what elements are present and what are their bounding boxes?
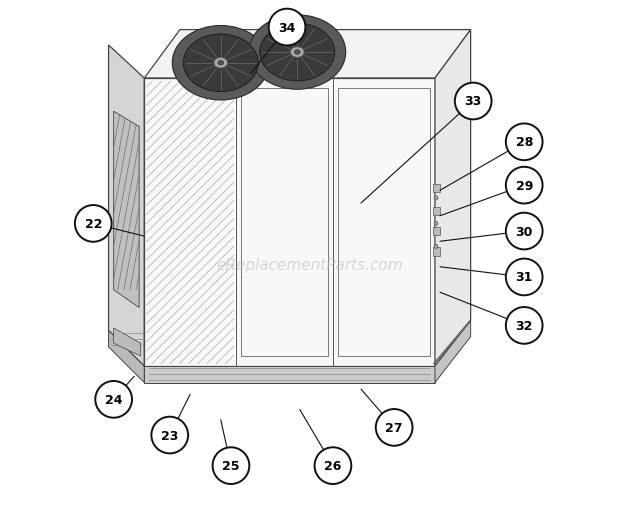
- Text: 29: 29: [515, 179, 533, 192]
- Text: 32: 32: [515, 319, 533, 332]
- Polygon shape: [144, 366, 435, 383]
- Circle shape: [434, 222, 438, 226]
- Bar: [433, 228, 440, 236]
- Text: 31: 31: [515, 271, 533, 284]
- Polygon shape: [108, 46, 144, 366]
- Circle shape: [506, 307, 542, 344]
- Text: 24: 24: [105, 393, 122, 406]
- Text: 26: 26: [324, 459, 342, 472]
- Circle shape: [213, 447, 249, 484]
- Ellipse shape: [249, 16, 346, 90]
- Bar: [433, 248, 440, 256]
- Text: eReplacementParts.com: eReplacementParts.com: [216, 257, 404, 272]
- Polygon shape: [144, 79, 435, 366]
- Text: 33: 33: [464, 95, 482, 108]
- Polygon shape: [433, 322, 471, 364]
- Circle shape: [75, 206, 112, 242]
- Text: 28: 28: [515, 136, 533, 149]
- Circle shape: [434, 245, 438, 249]
- Circle shape: [506, 124, 542, 161]
- Polygon shape: [113, 112, 139, 308]
- Polygon shape: [113, 112, 139, 308]
- Circle shape: [434, 196, 438, 201]
- Polygon shape: [435, 31, 471, 366]
- Circle shape: [506, 213, 542, 250]
- Text: 34: 34: [278, 21, 296, 35]
- Text: 27: 27: [386, 421, 403, 434]
- Bar: [433, 207, 440, 215]
- Ellipse shape: [290, 48, 304, 58]
- Text: 23: 23: [161, 429, 179, 442]
- Ellipse shape: [218, 62, 224, 66]
- Circle shape: [376, 409, 412, 446]
- Circle shape: [314, 447, 352, 484]
- Text: 25: 25: [222, 459, 240, 472]
- Circle shape: [506, 167, 542, 204]
- Ellipse shape: [294, 51, 300, 55]
- Circle shape: [455, 83, 492, 120]
- Ellipse shape: [183, 35, 259, 93]
- Polygon shape: [108, 331, 144, 383]
- Circle shape: [268, 10, 306, 46]
- Ellipse shape: [214, 59, 228, 69]
- Text: 22: 22: [84, 217, 102, 231]
- Polygon shape: [435, 321, 471, 383]
- Ellipse shape: [172, 26, 269, 101]
- Circle shape: [95, 381, 132, 418]
- Text: 30: 30: [515, 225, 533, 238]
- Circle shape: [506, 259, 542, 296]
- Polygon shape: [113, 328, 141, 356]
- Circle shape: [151, 417, 188, 454]
- Polygon shape: [144, 31, 471, 79]
- Ellipse shape: [260, 24, 335, 82]
- Bar: [433, 184, 440, 192]
